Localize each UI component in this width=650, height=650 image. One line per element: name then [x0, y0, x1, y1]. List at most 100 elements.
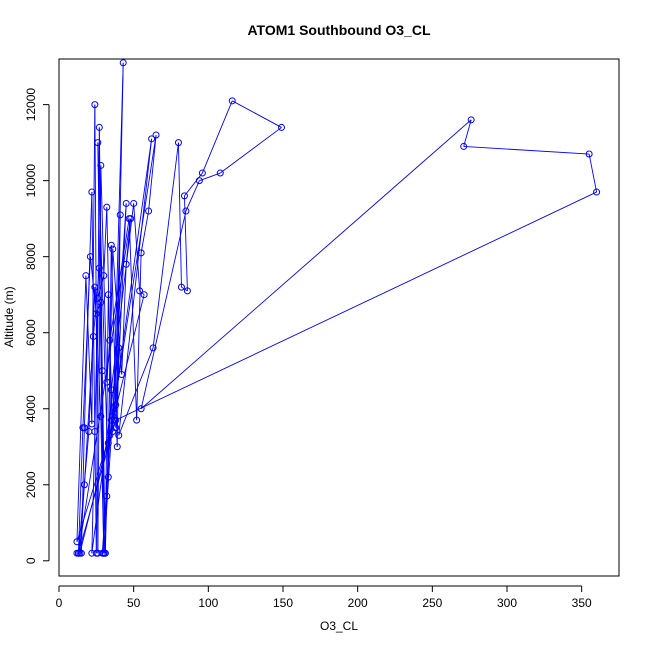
x-axis: 0 50 100 150 200 250 300 350: [56, 585, 592, 610]
series-segment: [109, 218, 130, 341]
series-segment: [115, 203, 127, 428]
series-segment: [463, 145, 590, 155]
data-point: [130, 199, 138, 207]
data-point: [88, 420, 96, 428]
x-tick-label: 0: [56, 596, 63, 610]
series-segment: [92, 268, 100, 337]
data-point: [152, 131, 160, 139]
data-point: [149, 344, 157, 352]
y-tick-label: 12000: [24, 88, 38, 122]
data-point: [104, 291, 112, 299]
series-segment: [118, 347, 154, 436]
data-point: [94, 294, 102, 302]
x-tick-label: 50: [127, 596, 141, 610]
x-tick-label: 200: [348, 596, 368, 610]
data-point: [100, 272, 108, 280]
series-segment: [110, 203, 135, 390]
data-point: [145, 207, 153, 215]
data-point: [115, 344, 123, 352]
data-point: [112, 401, 120, 409]
data-point: [174, 139, 182, 147]
y-tick-label: 4000: [24, 395, 38, 422]
series-segment: [185, 180, 200, 212]
data-point: [127, 215, 135, 223]
data-point: [95, 123, 103, 131]
data-point: [89, 333, 97, 341]
series-segment: [77, 218, 132, 554]
data-point: [104, 439, 112, 447]
data-point: [133, 416, 141, 424]
series-segment: [184, 172, 203, 197]
series-segment: [79, 484, 85, 554]
data-point: [183, 287, 191, 295]
x-axis-label: O3_CL: [320, 619, 358, 633]
series-segment: [128, 218, 138, 421]
series-segment: [103, 207, 108, 276]
series-segment: [121, 264, 127, 375]
series-segment: [199, 172, 221, 182]
series-segment: [97, 142, 109, 478]
y-axis-label: Altitude (m): [2, 286, 16, 347]
data-point: [91, 101, 99, 109]
series-points: [73, 59, 601, 557]
data-point: [180, 192, 188, 200]
series-segment: [220, 127, 282, 174]
x-tick-label: 350: [572, 596, 592, 610]
data-point: [109, 245, 117, 253]
y-tick-label: 6000: [24, 319, 38, 346]
data-point: [278, 123, 286, 131]
data-point: [585, 150, 593, 158]
data-point: [107, 416, 115, 424]
series-segment: [103, 496, 108, 554]
data-point: [182, 207, 190, 215]
data-point: [136, 287, 144, 295]
data-point: [103, 203, 111, 211]
series-segment: [89, 256, 97, 314]
data-point: [116, 211, 124, 219]
data-point: [137, 249, 145, 257]
data-point: [107, 241, 115, 249]
series-segment: [115, 347, 120, 405]
data-point: [86, 253, 94, 261]
data-point: [148, 135, 156, 143]
data-point: [95, 264, 103, 272]
data-point: [177, 283, 185, 291]
series-segment: [183, 195, 188, 291]
y-tick-label: 10000: [24, 164, 38, 198]
data-point: [82, 272, 90, 280]
data-point: [98, 549, 106, 557]
y-tick-label: 2000: [24, 471, 38, 498]
series-segment: [100, 302, 105, 554]
data-point: [195, 177, 203, 185]
x-tick-label: 150: [273, 596, 293, 610]
data-point: [97, 161, 105, 169]
series-segment: [115, 191, 597, 421]
data-point: [118, 371, 126, 379]
data-point: [115, 431, 123, 439]
x-tick-label: 250: [422, 596, 442, 610]
series-segment: [85, 275, 93, 424]
data-point: [460, 142, 468, 150]
series-segment: [101, 420, 112, 554]
data-point: [216, 169, 224, 177]
y-tick-label: 8000: [24, 243, 38, 270]
data-point: [94, 139, 102, 147]
series-segment: [112, 138, 153, 417]
data-point: [122, 260, 130, 268]
series-segment: [106, 207, 112, 421]
data-point: [198, 169, 206, 177]
data-point: [112, 424, 120, 432]
y-tick-label: 0: [24, 557, 38, 564]
series-segment: [91, 104, 96, 424]
data-point: [91, 428, 99, 436]
data-point: [103, 492, 111, 500]
data-point: [106, 431, 114, 439]
series-segment: [178, 142, 182, 288]
series-segment: [77, 427, 84, 554]
data-point: [97, 412, 105, 420]
data-point: [88, 549, 96, 557]
data-point: [73, 538, 81, 546]
data-point: [106, 336, 114, 344]
data-point: [98, 367, 106, 375]
series-segment: [91, 431, 96, 554]
